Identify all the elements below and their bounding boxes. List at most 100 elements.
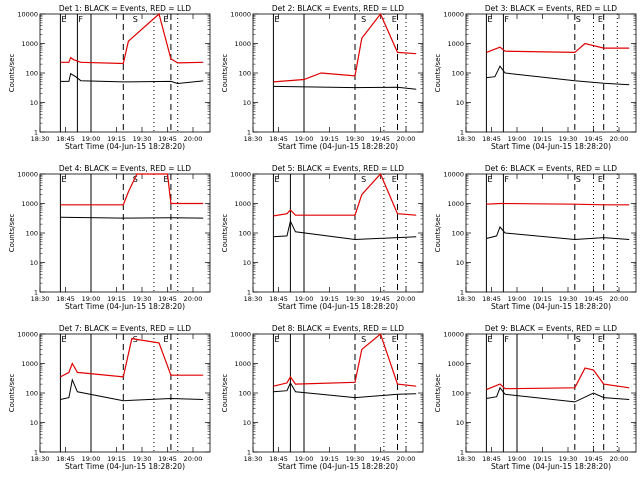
- series-line-events: [273, 85, 417, 90]
- event-marker: F: [78, 15, 83, 24]
- x-tick-label: 20:00: [397, 295, 416, 303]
- panel-det-7: Det 7: BLACK = Events, RED = LLD 1 10 100 10…: [8, 324, 211, 471]
- panel-det-2: Det 2: BLACK = Events, RED = LLD 1 10 100 10…: [221, 4, 424, 151]
- event-marker: S: [576, 175, 581, 184]
- event-marker: E: [61, 335, 66, 344]
- y-tick-label: 1000: [447, 360, 464, 368]
- x-tick-label: 19:30: [559, 455, 578, 463]
- y-axis-label: Counts/sec: [221, 214, 229, 253]
- x-tick-label: 18:30: [31, 455, 50, 463]
- event-marker: E: [598, 15, 603, 24]
- panel-det-9: Det 9: BLACK = Events, RED = LLD 1 10 100 10…: [434, 324, 637, 471]
- panel-title: Det 9: BLACK = Events, RED = LLD: [485, 324, 617, 333]
- y-axis-label: Counts/sec: [8, 54, 16, 93]
- event-marker: E: [163, 335, 168, 344]
- event-marker: E: [392, 335, 397, 344]
- x-axis-label: Start Time (04-Jun-15 18:28:20): [278, 462, 398, 471]
- series-line-events: [60, 216, 204, 219]
- series-line-events: [486, 226, 630, 241]
- x-tick-label: 20:00: [610, 135, 629, 143]
- series-line-lld: [486, 42, 630, 54]
- panel-det-6: Det 6: BLACK = Events, RED = LLD 1 10 100 10…: [434, 164, 637, 311]
- event-marker: S: [361, 335, 366, 344]
- y-tick-label: 10000: [17, 171, 38, 179]
- x-tick-label: 19:00: [508, 295, 527, 303]
- x-tick-label: 18:45: [482, 455, 501, 463]
- x-tick-label: 19:30: [346, 455, 365, 463]
- y-tick-label: 1: [34, 449, 38, 457]
- y-tick-label: 1: [460, 449, 464, 457]
- x-tick-label: 20:00: [610, 295, 629, 303]
- x-tick-label: 20:00: [397, 135, 416, 143]
- x-tick-label: 18:30: [244, 455, 263, 463]
- event-marker: S: [361, 15, 366, 24]
- series-line-lld: [273, 172, 417, 217]
- panel-det-1: Det 1: BLACK = Events, RED = LLD 1 10 100 10…: [8, 4, 211, 151]
- plot-frame: [39, 173, 211, 293]
- series-line-events: [273, 219, 417, 241]
- x-tick-label: 18:30: [244, 295, 263, 303]
- x-tick-label: 19:45: [158, 295, 177, 303]
- panel-title: Det 4: BLACK = Events, RED = LLD: [59, 164, 191, 173]
- series-line-events: [60, 72, 204, 85]
- y-tick-label: 100: [26, 230, 38, 238]
- x-tick-label: 19:30: [346, 135, 365, 143]
- x-tick-label: 19:15: [533, 455, 552, 463]
- series-line-events: [486, 386, 630, 403]
- y-tick-label: 1: [247, 129, 251, 137]
- x-axis-label: Start Time (04-Jun-15 18:28:20): [65, 302, 185, 311]
- x-tick-label: 19:15: [533, 135, 552, 143]
- y-tick-label: 1000: [234, 40, 251, 48]
- x-tick-label: 18:45: [269, 455, 288, 463]
- y-tick-label: 1000: [234, 200, 251, 208]
- y-tick-label: 10: [456, 259, 464, 267]
- panel-title: Det 6: BLACK = Events, RED = LLD: [485, 164, 617, 173]
- event-marker: S: [576, 15, 581, 24]
- x-tick-label: 18:45: [482, 135, 501, 143]
- series-line-events: [60, 378, 204, 402]
- y-tick-label: 1: [247, 289, 251, 297]
- x-tick-label: 18:45: [56, 295, 75, 303]
- x-tick-label: 19:00: [82, 455, 101, 463]
- y-tick-label: 10000: [17, 331, 38, 339]
- x-tick-label: 19:45: [584, 455, 603, 463]
- event-marker: E: [61, 175, 66, 184]
- y-tick-label: 10: [243, 99, 251, 107]
- x-axis-label: Start Time (04-Jun-15 18:28:20): [278, 142, 398, 151]
- x-tick-label: 19:15: [107, 455, 126, 463]
- panel-det-5: Det 5: BLACK = Events, RED = LLD 1 10 100 10…: [221, 164, 424, 311]
- x-tick-label: 18:30: [31, 135, 50, 143]
- x-tick-label: 19:45: [371, 295, 390, 303]
- panel-title: Det 5: BLACK = Events, RED = LLD: [272, 164, 404, 173]
- x-tick-label: 18:45: [56, 455, 75, 463]
- y-tick-label: 1: [247, 449, 251, 457]
- y-axis-label: Counts/sec: [434, 214, 442, 253]
- panel-title: Det 2: BLACK = Events, RED = LLD: [272, 4, 404, 13]
- x-tick-label: 18:45: [269, 295, 288, 303]
- series-line-lld: [60, 173, 204, 206]
- x-axis-label: Start Time (04-Jun-15 18:28:20): [278, 302, 398, 311]
- series-line-lld: [486, 367, 630, 391]
- y-axis-label: Counts/sec: [434, 374, 442, 413]
- x-tick-label: 19:15: [533, 295, 552, 303]
- x-tick-label: 19:30: [559, 295, 578, 303]
- plot-frame: [465, 333, 637, 453]
- y-tick-label: 100: [239, 230, 251, 238]
- x-axis-label: Start Time (04-Jun-15 18:28:20): [65, 142, 185, 151]
- plot-frame: [39, 13, 211, 133]
- event-marker: S: [576, 335, 581, 344]
- event-marker: E: [274, 335, 279, 344]
- panel-title: Det 8: BLACK = Events, RED = LLD: [272, 324, 404, 333]
- series-line-lld: [273, 12, 417, 83]
- y-axis-label: Counts/sec: [434, 54, 442, 93]
- y-axis-label: Counts/sec: [221, 374, 229, 413]
- x-tick-label: 19:15: [320, 295, 339, 303]
- series-line-lld: [60, 12, 204, 65]
- x-axis-label: Start Time (04-Jun-15 18:28:20): [65, 462, 185, 471]
- y-tick-label: 1: [34, 289, 38, 297]
- y-tick-label: 100: [239, 390, 251, 398]
- x-tick-label: 19:00: [82, 135, 101, 143]
- event-marker: E: [392, 175, 397, 184]
